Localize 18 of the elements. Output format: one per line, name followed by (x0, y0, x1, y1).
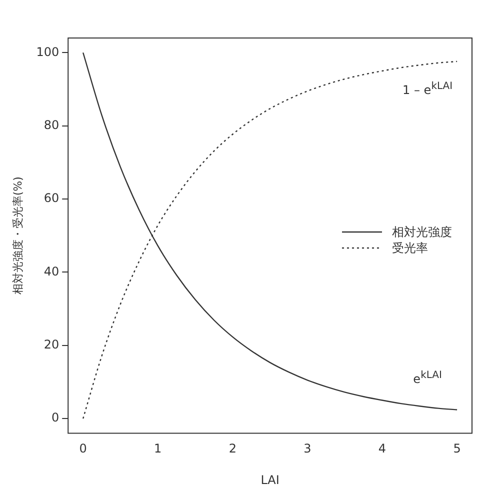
legend-label: 受光率 (392, 240, 428, 256)
x-tick-label: 4 (378, 442, 386, 456)
x-tick-label: 3 (304, 442, 312, 456)
annotation: 1 – e$^{kLAI}$ (402, 81, 453, 98)
annotation: e$^{kLAI}$ (413, 370, 442, 386)
x-tick-label: 2 (228, 442, 236, 456)
y-tick-label: 80 (44, 118, 60, 132)
y-axis-title: 相対光強度・受光率(%) (11, 176, 24, 295)
x-tick-label: 1 (154, 442, 162, 456)
x-tick-label: 5 (453, 442, 461, 456)
x-tick-label: 0 (79, 442, 87, 456)
y-tick-label: 40 (44, 264, 60, 278)
y-tick-label: 0 (51, 410, 60, 425)
x-axis-title: LAI (260, 472, 280, 487)
y-tick-label: 100 (36, 44, 60, 59)
y-tick-label: 20 (44, 338, 60, 352)
legend-label: 相対光強度 (392, 224, 452, 240)
y-tick-label: 60 (44, 191, 60, 206)
